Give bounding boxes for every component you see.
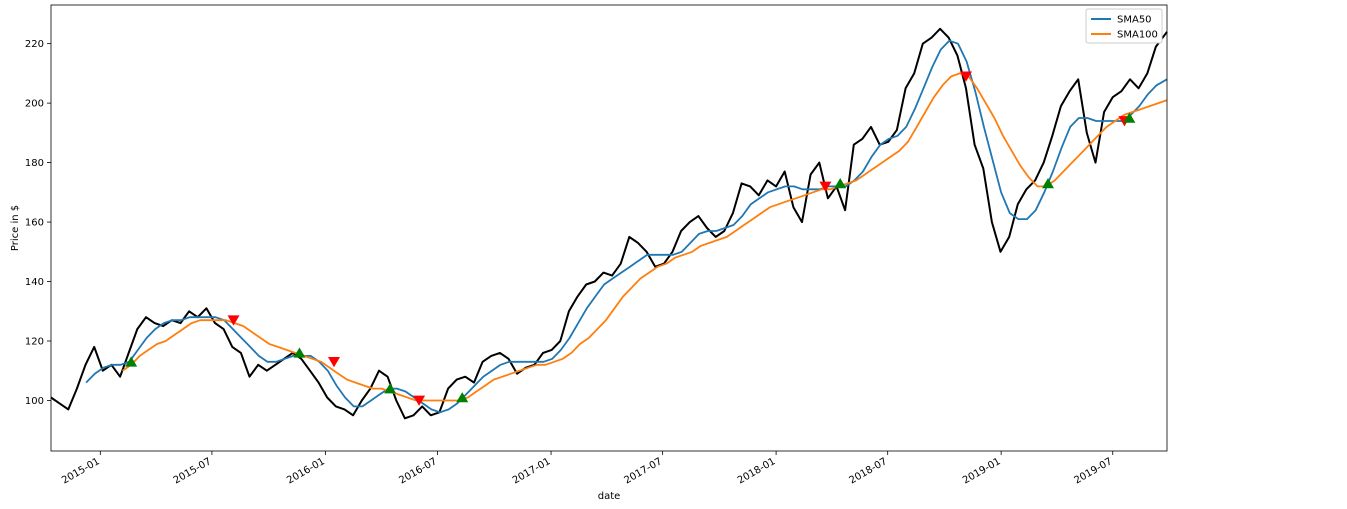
series-line-sma50 bbox=[85, 39, 1168, 414]
buy-signal-marker bbox=[125, 356, 138, 367]
y-tick-label: 180 bbox=[25, 158, 44, 169]
x-tick-label: 2017-01 bbox=[511, 456, 553, 486]
legend-entry-sma100: SMA100 bbox=[1117, 30, 1158, 41]
y-tick-label: 160 bbox=[25, 218, 44, 229]
x-tick-label: 2015-07 bbox=[172, 456, 214, 486]
legend: SMA50 SMA100 bbox=[1085, 8, 1163, 44]
buy-signal-marker bbox=[1042, 178, 1055, 189]
buy-signal-marker bbox=[456, 392, 469, 403]
series-line-price bbox=[50, 27, 1168, 420]
x-tick-label: 2016-07 bbox=[397, 456, 439, 486]
x-tick-label: 2019-07 bbox=[1073, 456, 1115, 486]
x-tick-label: 2018-07 bbox=[847, 456, 889, 486]
y-axis: 100 120 140 160 180 200 220 bbox=[25, 39, 51, 407]
sell-signal-marker bbox=[819, 181, 832, 192]
marker-layer bbox=[125, 71, 1136, 406]
x-tick-label: 2019-01 bbox=[961, 456, 1003, 486]
buy-signal-marker bbox=[384, 383, 397, 394]
y-tick-label: 100 bbox=[25, 396, 44, 407]
x-tick-label: 2015-01 bbox=[60, 456, 102, 486]
buy-signal-marker bbox=[293, 347, 306, 358]
sell-signal-marker bbox=[328, 357, 341, 368]
y-tick-label: 220 bbox=[25, 39, 44, 50]
plot-frame bbox=[50, 4, 1168, 452]
plot-background bbox=[51, 5, 1167, 451]
x-axis-label: date bbox=[598, 491, 621, 502]
legend-entry-sma50: SMA50 bbox=[1117, 15, 1152, 26]
y-tick-label: 200 bbox=[25, 99, 44, 110]
x-axis: 2015-01 2015-07 2016-01 2016-07 2017-01 2017-… bbox=[60, 451, 1114, 486]
sell-signal-marker bbox=[227, 315, 240, 326]
y-axis-label: Price in $ bbox=[10, 205, 21, 251]
x-tick-label: 2016-01 bbox=[285, 456, 327, 486]
sell-signal-marker bbox=[959, 71, 972, 82]
buy-signal-marker bbox=[1123, 112, 1136, 123]
x-tick-label: 2018-01 bbox=[736, 456, 778, 486]
buy-signal-marker bbox=[834, 178, 847, 189]
x-tick-label: 2017-07 bbox=[622, 456, 664, 486]
y-tick-label: 120 bbox=[25, 336, 44, 347]
sell-signal-marker bbox=[413, 395, 426, 406]
y-tick-label: 140 bbox=[25, 277, 44, 288]
